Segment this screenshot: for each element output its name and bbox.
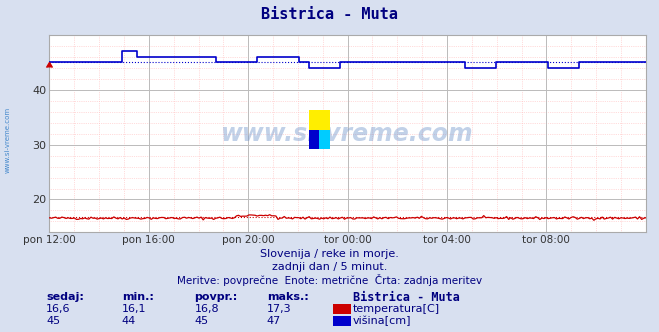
Text: Bistrica - Muta: Bistrica - Muta	[353, 290, 459, 304]
Text: povpr.:: povpr.:	[194, 292, 238, 302]
Text: Slovenija / reke in morje.: Slovenija / reke in morje.	[260, 249, 399, 259]
Text: sedaj:: sedaj:	[46, 292, 84, 302]
Text: 17,3: 17,3	[267, 304, 291, 314]
Text: višina[cm]: višina[cm]	[353, 316, 411, 327]
Text: Bistrica - Muta: Bistrica - Muta	[261, 7, 398, 23]
Text: 45: 45	[194, 316, 208, 326]
Text: www.si-vreme.com: www.si-vreme.com	[221, 122, 474, 146]
Text: 16,8: 16,8	[194, 304, 219, 314]
Text: 16,6: 16,6	[46, 304, 71, 314]
Text: Meritve: povprečne  Enote: metrične  Črta: zadnja meritev: Meritve: povprečne Enote: metrične Črta:…	[177, 274, 482, 286]
Text: 45: 45	[46, 316, 60, 326]
Text: zadnji dan / 5 minut.: zadnji dan / 5 minut.	[272, 262, 387, 272]
Text: maks.:: maks.:	[267, 292, 308, 302]
Text: temperatura[C]: temperatura[C]	[353, 304, 440, 314]
Bar	[320, 130, 330, 149]
Text: 47: 47	[267, 316, 281, 326]
Bar	[309, 130, 320, 149]
Text: 16,1: 16,1	[122, 304, 146, 314]
Bar	[309, 110, 330, 130]
Text: min.:: min.:	[122, 292, 154, 302]
Text: 44: 44	[122, 316, 136, 326]
Text: www.si-vreme.com: www.si-vreme.com	[5, 106, 11, 173]
